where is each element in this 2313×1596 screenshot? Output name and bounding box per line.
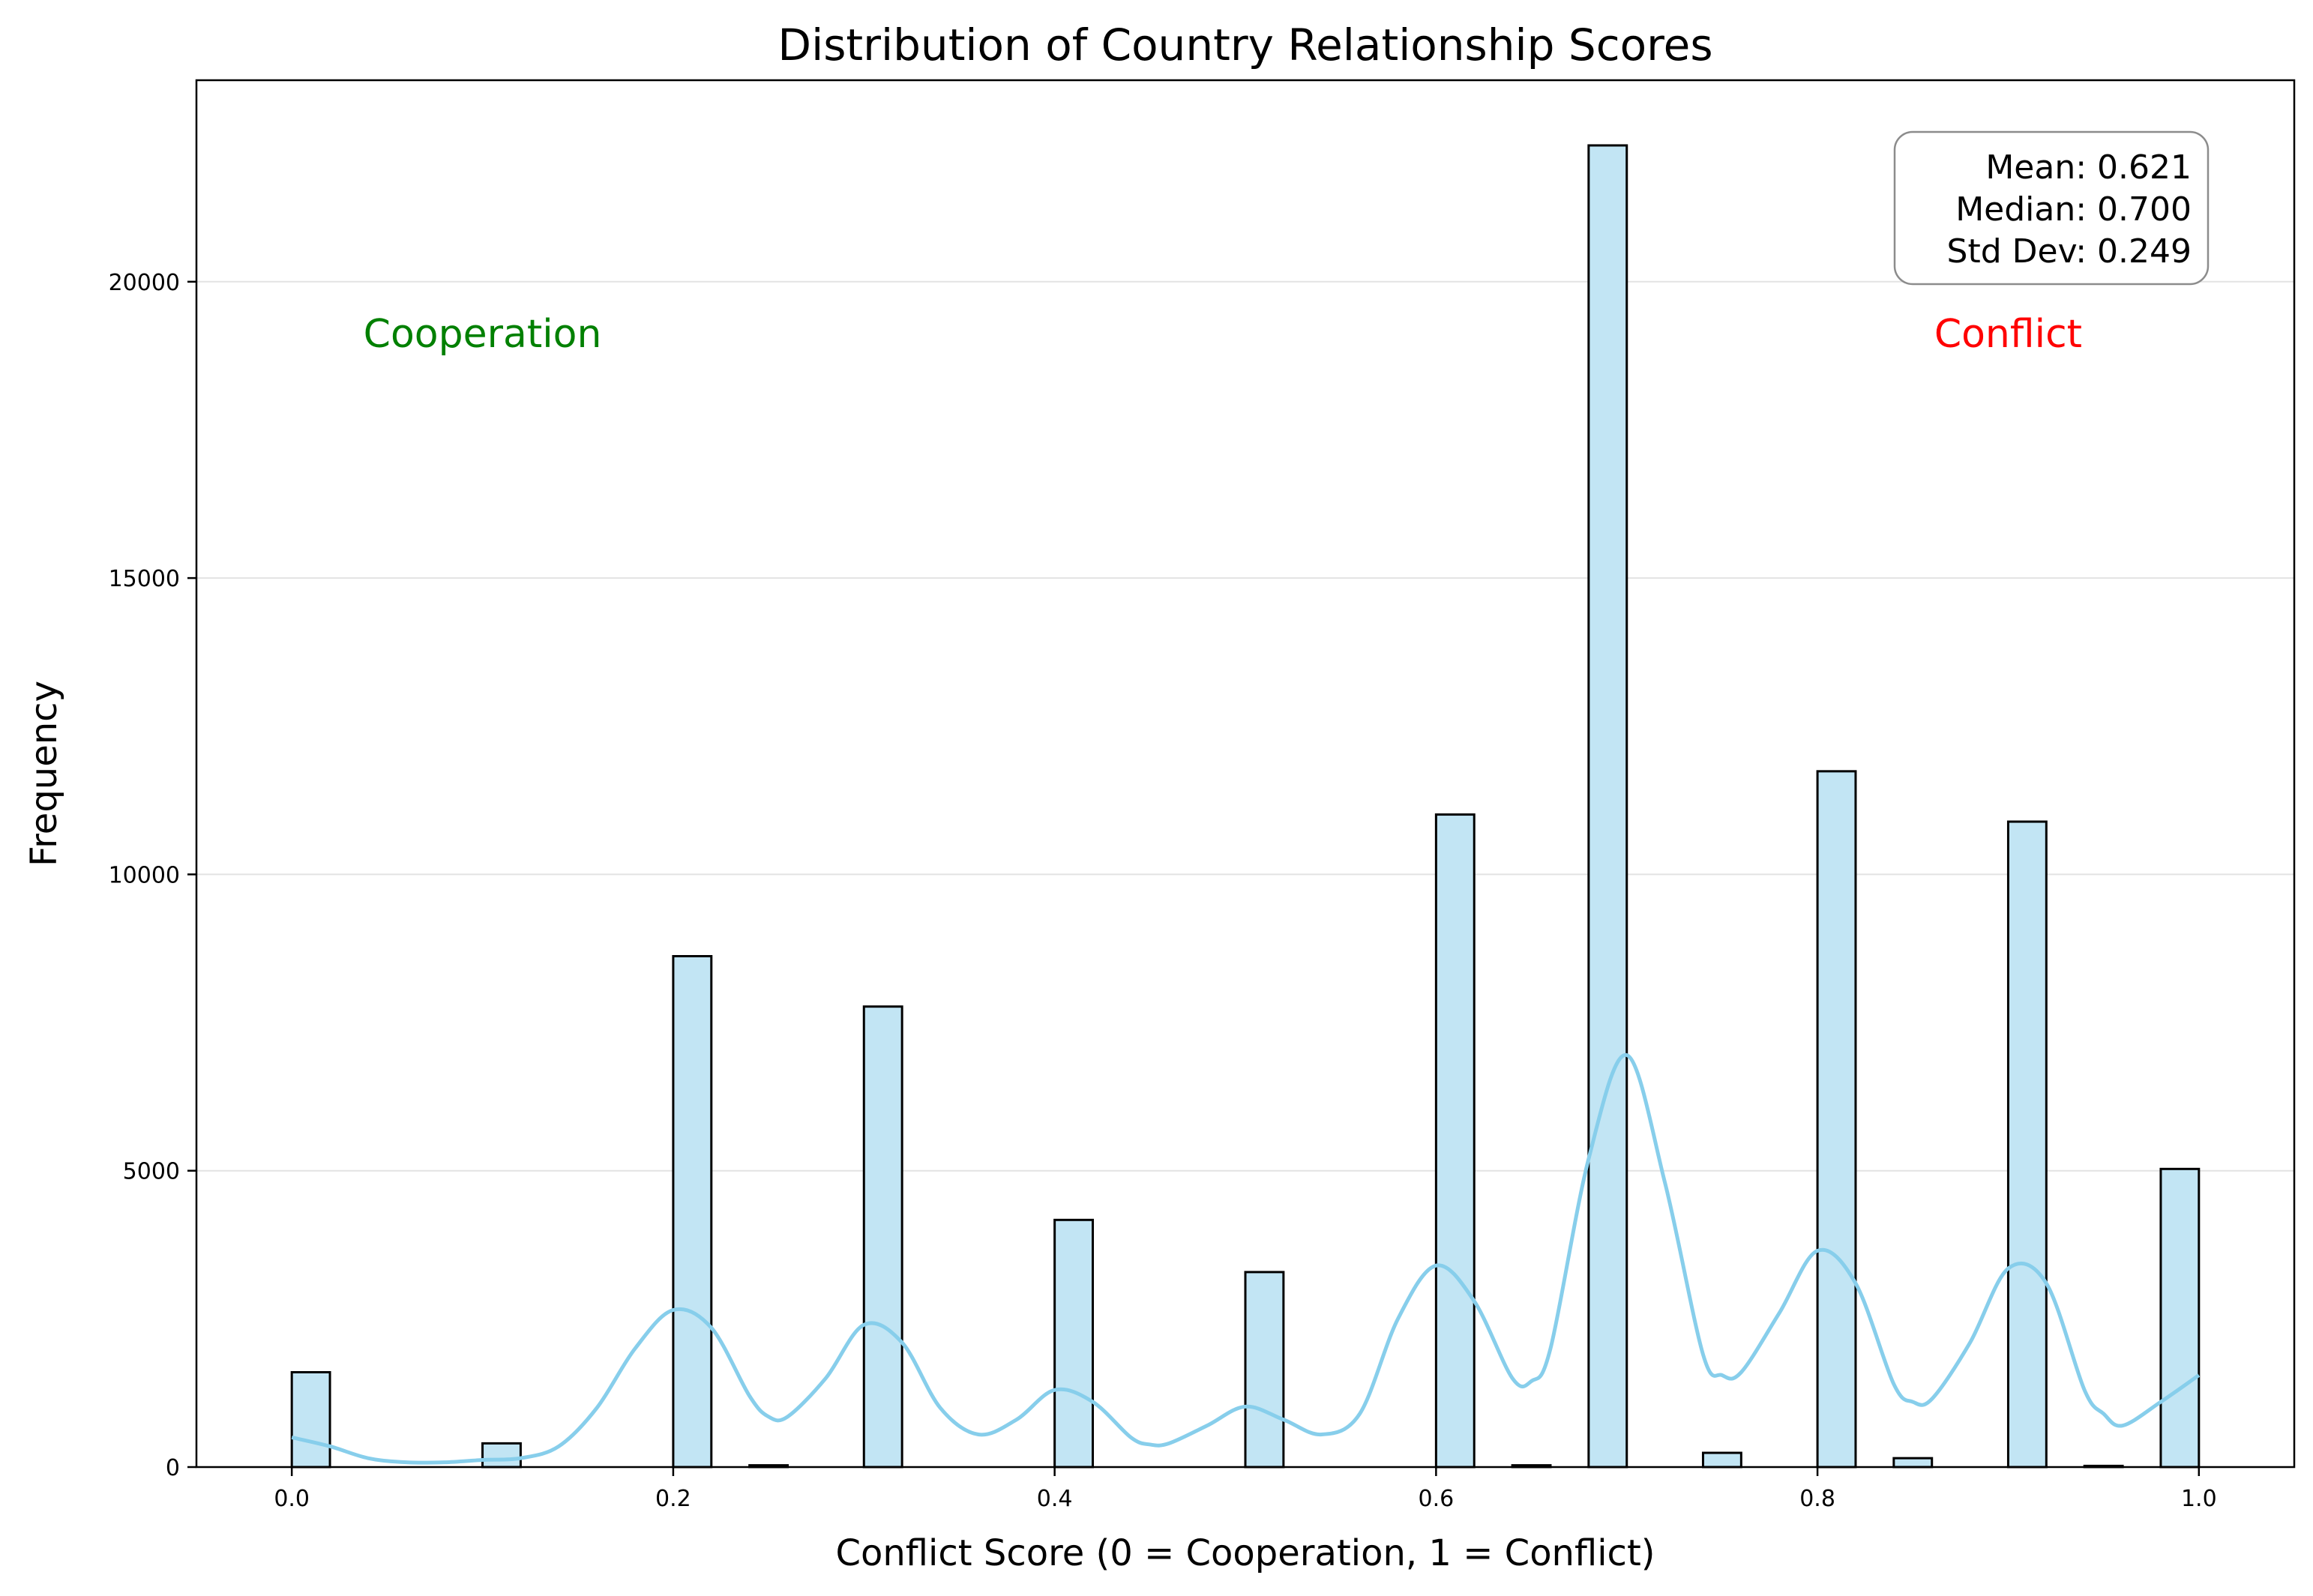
kde-curve xyxy=(291,1053,2201,1465)
y-tick-label: 10000 xyxy=(109,862,180,888)
y-tick-label: 0 xyxy=(166,1455,180,1481)
histogram-bar xyxy=(1816,770,1857,1469)
annotation-cooperation: Cooperation xyxy=(364,312,602,357)
x-tick-label: 0.4 xyxy=(1037,1486,1073,1512)
y-tick-label: 15000 xyxy=(109,566,180,592)
region-annotations: Cooperation Conflict xyxy=(364,312,2082,357)
annotation-conflict: Conflict xyxy=(1934,312,2082,357)
x-tick-label: 1.0 xyxy=(2181,1486,2217,1512)
plot-area-frame xyxy=(195,79,2296,1469)
x-tick-label: 0.8 xyxy=(1799,1486,1835,1512)
stats-box: Mean: 0.621 Median: 0.700 Std Dev: 0.249 xyxy=(1893,130,2210,286)
x-tick-label: 0.0 xyxy=(274,1486,310,1512)
histogram-bar xyxy=(672,955,713,1469)
histogram-bar xyxy=(1434,813,1476,1469)
y-tick-label: 20000 xyxy=(109,270,180,296)
x-axis-ticks: 0.0 0.2 0.4 0.6 0.8 1.0 xyxy=(274,1467,2217,1512)
stat-std-dev: Std Dev: 0.249 xyxy=(1947,232,2192,271)
histogram-bar xyxy=(1244,1271,1285,1469)
histogram-bar xyxy=(1892,1457,1934,1469)
stat-mean: Mean: 0.621 xyxy=(1985,148,2192,187)
histogram-bar xyxy=(1701,1451,1742,1469)
y-tick-label: 5000 xyxy=(123,1159,180,1185)
histogram-bar xyxy=(2159,1167,2201,1469)
histogram-bars xyxy=(290,144,2201,1469)
stat-median: Median: 0.700 xyxy=(1955,190,2192,229)
histogram-bar xyxy=(2006,820,2048,1469)
chart-title: Distribution of Country Relationship Sco… xyxy=(777,19,1712,70)
y-axis-title: Frequency xyxy=(23,681,65,867)
x-tick-label: 0.6 xyxy=(1419,1486,1455,1512)
histogram-bar xyxy=(481,1442,522,1469)
histogram-bar xyxy=(1587,144,1628,1469)
x-axis-title: Conflict Score (0 = Cooperation, 1 = Con… xyxy=(836,1532,1655,1574)
x-tick-label: 0.2 xyxy=(655,1486,691,1512)
stats-box-background xyxy=(1893,130,2210,286)
histogram-bar xyxy=(1053,1218,1095,1469)
kde-curve-layer xyxy=(291,1053,2201,1465)
histogram-bar xyxy=(290,1371,331,1469)
y-axis-ticks: 0 5000 10000 15000 20000 xyxy=(109,270,196,1481)
histogram-bar xyxy=(862,1005,903,1469)
